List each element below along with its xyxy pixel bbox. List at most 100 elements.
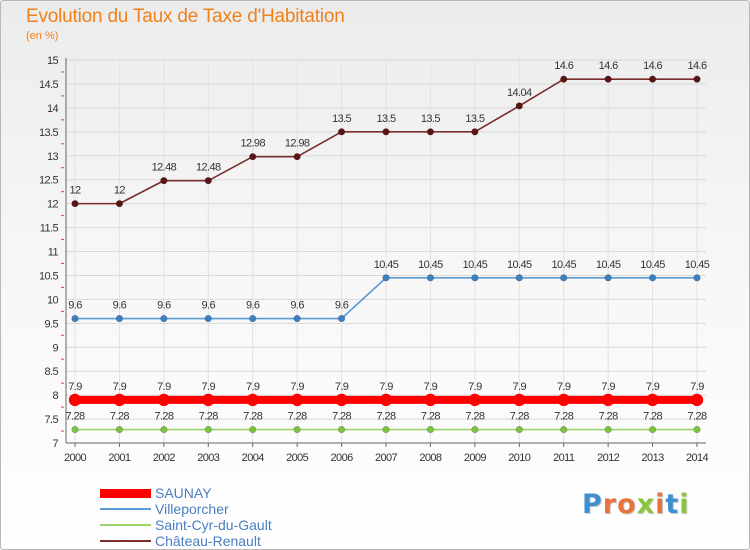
data-point-saint-cyr-du-gault xyxy=(382,425,390,434)
data-point-chateau-renault xyxy=(471,128,479,136)
y-tick-label: 12.5 xyxy=(39,175,58,187)
legend-label: SAUNAY xyxy=(155,485,212,501)
data-point-villeporcher xyxy=(693,274,701,282)
data-point-saunay xyxy=(424,393,437,407)
data-label-chateau-renault: 13.5 xyxy=(465,113,484,125)
data-label-villeporcher: 9.6 xyxy=(290,300,304,312)
data-point-chateau-renault xyxy=(293,153,301,161)
data-point-saint-cyr-du-gault xyxy=(115,425,124,434)
data-label-saunay: 7.9 xyxy=(601,381,615,393)
legend-item: Château-Renault xyxy=(100,533,400,549)
data-label-villeporcher: 10.45 xyxy=(596,259,621,271)
data-label-saint-cyr-du-gault: 7.28 xyxy=(243,411,262,423)
x-tick-label: 2003 xyxy=(197,452,220,464)
data-point-chateau-renault xyxy=(693,75,701,83)
data-point-chateau-renault xyxy=(160,177,168,185)
y-tick-label: 10 xyxy=(47,294,59,306)
y-tick-label: 8.5 xyxy=(45,366,59,378)
y-tick-label: 14 xyxy=(47,103,59,115)
data-label-villeporcher: 9.6 xyxy=(335,300,349,312)
data-point-saint-cyr-du-gault xyxy=(337,425,346,434)
data-label-saint-cyr-du-gault: 7.28 xyxy=(376,411,395,423)
legend-label: Saint-Cyr-du-Gault xyxy=(155,517,272,533)
data-label-chateau-renault: 12.98 xyxy=(240,138,265,150)
x-tick-label: 2002 xyxy=(153,452,176,464)
data-point-villeporcher xyxy=(160,314,168,323)
data-label-chateau-renault: 13.5 xyxy=(421,113,440,125)
data-label-villeporcher: 10.45 xyxy=(640,259,665,271)
data-point-villeporcher xyxy=(426,274,435,282)
y-tick-label: 8 xyxy=(52,390,58,402)
data-label-saunay: 7.9 xyxy=(335,381,349,393)
data-label-chateau-renault: 14.6 xyxy=(643,60,662,72)
x-tick-label: 2009 xyxy=(464,452,487,464)
legend-swatch xyxy=(100,540,151,542)
x-tick-label: 2004 xyxy=(242,452,265,464)
data-point-villeporcher xyxy=(204,314,212,323)
x-tick-label: 2012 xyxy=(597,452,620,464)
data-label-chateau-renault: 14.6 xyxy=(687,60,706,72)
data-label-chateau-renault: 12.98 xyxy=(285,138,310,150)
data-label-villeporcher: 10.45 xyxy=(418,259,443,271)
data-label-chateau-renault: 12.48 xyxy=(196,162,221,174)
y-tick-label: 12 xyxy=(47,199,59,211)
legend-swatch xyxy=(100,524,151,526)
data-point-saunay xyxy=(690,393,704,407)
data-point-saint-cyr-du-gault xyxy=(426,425,435,434)
data-label-villeporcher: 9.6 xyxy=(68,300,82,312)
data-point-saint-cyr-du-gault xyxy=(471,425,479,434)
data-point-chateau-renault xyxy=(204,177,212,185)
x-tick-label: 2005 xyxy=(286,452,309,464)
x-tick-label: 2006 xyxy=(331,452,354,464)
data-point-chateau-renault xyxy=(648,75,657,83)
data-label-villeporcher: 9.6 xyxy=(246,300,260,312)
data-label-chateau-renault: 12 xyxy=(69,185,81,197)
data-point-saunay xyxy=(601,393,615,407)
data-label-saint-cyr-du-gault: 7.28 xyxy=(199,411,218,423)
data-label-saunay: 7.9 xyxy=(290,381,304,393)
data-point-villeporcher xyxy=(648,274,657,282)
data-point-saint-cyr-du-gault xyxy=(204,425,212,434)
data-point-saint-cyr-du-gault xyxy=(693,425,701,434)
data-label-saint-cyr-du-gault: 7.28 xyxy=(554,411,573,423)
proxiti-logo: Proxiti xyxy=(582,489,690,520)
data-point-villeporcher xyxy=(471,274,479,282)
data-label-saint-cyr-du-gault: 7.28 xyxy=(687,411,706,423)
data-point-villeporcher xyxy=(382,274,390,282)
data-label-saunay: 7.9 xyxy=(513,381,527,393)
data-label-villeporcher: 10.45 xyxy=(685,259,710,271)
data-label-chateau-renault: 13.5 xyxy=(332,113,351,125)
x-tick-label: 2001 xyxy=(108,452,131,464)
data-point-saint-cyr-du-gault xyxy=(293,425,301,434)
data-point-saint-cyr-du-gault xyxy=(560,425,568,434)
legend-item: Villeporcher xyxy=(100,501,400,517)
y-tick-label: 7.5 xyxy=(45,414,59,426)
data-label-saint-cyr-du-gault: 7.28 xyxy=(288,411,307,423)
y-tick-label: 15 xyxy=(47,55,59,67)
legend-item: Saint-Cyr-du-Gault xyxy=(100,517,400,533)
legend-label: Villeporcher xyxy=(155,501,229,517)
data-point-chateau-renault xyxy=(560,75,568,83)
data-point-saunay xyxy=(557,393,570,407)
data-point-saint-cyr-du-gault xyxy=(249,425,257,434)
y-tick-label: 14.5 xyxy=(39,79,58,91)
chart-plot: 12 12 12.48 12.48 12.98 12.98 13.5 13.5 13.5 13.5… xyxy=(65,60,710,434)
data-point-chateau-renault xyxy=(604,75,612,83)
data-point-saint-cyr-du-gault xyxy=(604,425,612,434)
data-point-saunay xyxy=(379,393,393,407)
data-label-saint-cyr-du-gault: 7.28 xyxy=(65,411,84,423)
data-label-villeporcher: 9.6 xyxy=(113,300,127,312)
x-tick-label: 2014 xyxy=(686,452,709,464)
data-point-villeporcher xyxy=(249,314,257,323)
data-label-villeporcher: 10.45 xyxy=(507,259,532,271)
data-point-villeporcher xyxy=(115,314,124,323)
y-tick-label: 11.5 xyxy=(40,223,59,235)
data-point-saint-cyr-du-gault xyxy=(515,425,523,434)
x-tick-label: 2013 xyxy=(642,452,665,464)
data-point-chateau-renault xyxy=(382,128,390,136)
data-label-chateau-renault: 14.04 xyxy=(507,87,532,99)
data-point-saint-cyr-du-gault xyxy=(648,425,657,434)
data-label-saint-cyr-du-gault: 7.28 xyxy=(154,411,173,423)
legend-swatch xyxy=(100,508,151,510)
x-tick-label: 2011 xyxy=(553,452,575,464)
